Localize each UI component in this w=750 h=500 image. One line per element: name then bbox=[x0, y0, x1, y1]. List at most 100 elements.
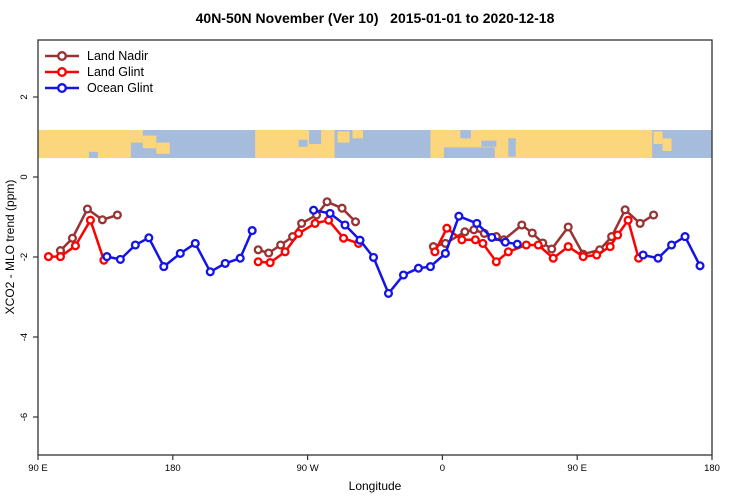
data-point-marker bbox=[70, 241, 80, 251]
data-point-marker bbox=[297, 218, 307, 228]
series-layer bbox=[43, 197, 705, 298]
data-point-marker bbox=[592, 250, 602, 260]
series-ocean-glint bbox=[102, 205, 705, 298]
data-point-marker bbox=[280, 247, 290, 257]
y-axis-label: XCO2 - MLO trend (ppm) bbox=[3, 180, 17, 315]
map-strip-ocean bbox=[298, 139, 308, 147]
legend-item-land-nadir: Land Nadir bbox=[45, 49, 148, 63]
data-point-marker bbox=[578, 252, 588, 262]
data-point-marker bbox=[454, 211, 464, 221]
data-point-marker bbox=[527, 228, 537, 238]
data-point-marker bbox=[340, 220, 350, 230]
x-tick-label: 0 bbox=[440, 463, 445, 474]
data-point-marker bbox=[325, 208, 335, 218]
x-tick-label: 180 bbox=[165, 463, 181, 474]
data-point-marker bbox=[695, 261, 705, 271]
map-strip-land bbox=[662, 138, 672, 151]
data-point-marker bbox=[205, 267, 215, 277]
series-land-nadir bbox=[55, 197, 659, 259]
y-axis-ticks: 2 0 -2 -4 -6 bbox=[19, 94, 38, 421]
data-point-marker bbox=[144, 233, 154, 243]
data-point-marker bbox=[67, 233, 77, 243]
data-point-marker bbox=[383, 288, 394, 298]
data-point-marker bbox=[470, 235, 480, 245]
series-line bbox=[59, 207, 118, 252]
data-point-marker bbox=[413, 263, 423, 273]
map-strip-land bbox=[156, 142, 170, 154]
map-strip-ocean bbox=[481, 140, 497, 147]
data-point-marker bbox=[430, 247, 440, 257]
land-nadir-marker-icon bbox=[57, 51, 68, 62]
data-point-marker bbox=[85, 215, 95, 225]
data-point-marker bbox=[500, 237, 510, 247]
data-point-marker bbox=[398, 270, 409, 280]
data-point-marker bbox=[440, 248, 450, 258]
data-point-marker bbox=[457, 235, 467, 245]
data-point-marker bbox=[605, 242, 615, 252]
data-point-marker bbox=[337, 203, 347, 213]
data-point-marker bbox=[442, 223, 452, 233]
legend-item-land-glint: Land Glint bbox=[45, 65, 145, 79]
data-point-marker bbox=[460, 227, 470, 237]
data-point-marker bbox=[487, 232, 497, 242]
legend-label: Land Nadir bbox=[87, 49, 148, 63]
map-strip-ocean bbox=[88, 151, 98, 158]
chart-title: 40N-50N November (Ver 10) 2015-01-01 to … bbox=[195, 10, 555, 26]
data-point-marker bbox=[512, 239, 522, 249]
data-point-marker bbox=[175, 248, 185, 258]
map-strip-land bbox=[255, 130, 335, 158]
map-strip-land bbox=[337, 131, 350, 143]
data-point-marker bbox=[472, 218, 482, 228]
data-point-marker bbox=[635, 218, 645, 228]
data-point-marker bbox=[253, 257, 263, 267]
x-tick-label: 90 E bbox=[567, 463, 587, 474]
data-point-marker bbox=[548, 253, 558, 263]
data-point-marker bbox=[43, 252, 54, 262]
data-point-marker bbox=[115, 254, 125, 264]
data-point-marker bbox=[220, 258, 230, 268]
data-point-marker bbox=[310, 218, 320, 228]
data-point-marker bbox=[97, 215, 107, 225]
data-point-marker bbox=[563, 222, 573, 232]
map-strip-ocean bbox=[460, 130, 471, 139]
data-point-marker bbox=[649, 210, 659, 220]
data-point-marker bbox=[355, 235, 365, 245]
legend-label: Land Glint bbox=[87, 65, 145, 79]
data-point-marker bbox=[322, 197, 332, 207]
data-point-marker bbox=[130, 240, 140, 250]
data-point-marker bbox=[623, 215, 633, 225]
data-point-marker bbox=[55, 252, 66, 262]
data-point-marker bbox=[478, 238, 488, 248]
data-point-marker bbox=[159, 262, 169, 272]
legend-label: Ocean Glint bbox=[87, 81, 154, 95]
legend-item-ocean-glint: Ocean Glint bbox=[45, 81, 154, 95]
y-tick-label: 2 bbox=[19, 94, 30, 99]
map-strip-land bbox=[38, 130, 131, 158]
data-point-marker bbox=[547, 244, 557, 254]
x-tick-label: 90 W bbox=[297, 463, 319, 474]
map-strip-land bbox=[352, 130, 364, 139]
data-point-marker bbox=[276, 240, 286, 250]
data-point-marker bbox=[309, 205, 319, 215]
data-point-marker bbox=[620, 205, 630, 215]
data-point-marker bbox=[425, 262, 435, 272]
y-tick-label: -6 bbox=[19, 413, 30, 421]
map-strip-ocean bbox=[508, 138, 516, 157]
data-point-marker bbox=[533, 240, 543, 250]
data-point-marker bbox=[102, 252, 112, 262]
data-point-marker bbox=[190, 238, 200, 248]
data-point-marker bbox=[235, 253, 245, 263]
data-point-marker bbox=[653, 253, 663, 263]
ocean-glint-marker-icon bbox=[57, 82, 68, 93]
data-point-marker bbox=[667, 240, 677, 250]
data-point-marker bbox=[350, 217, 361, 227]
data-point-marker bbox=[264, 248, 274, 258]
map-strip-land bbox=[653, 131, 663, 144]
data-point-marker bbox=[338, 233, 349, 243]
y-tick-label: -4 bbox=[19, 333, 30, 341]
data-point-marker bbox=[247, 226, 257, 236]
data-point-marker bbox=[265, 258, 275, 268]
data-point-marker bbox=[491, 257, 501, 267]
data-point-marker bbox=[521, 240, 531, 250]
